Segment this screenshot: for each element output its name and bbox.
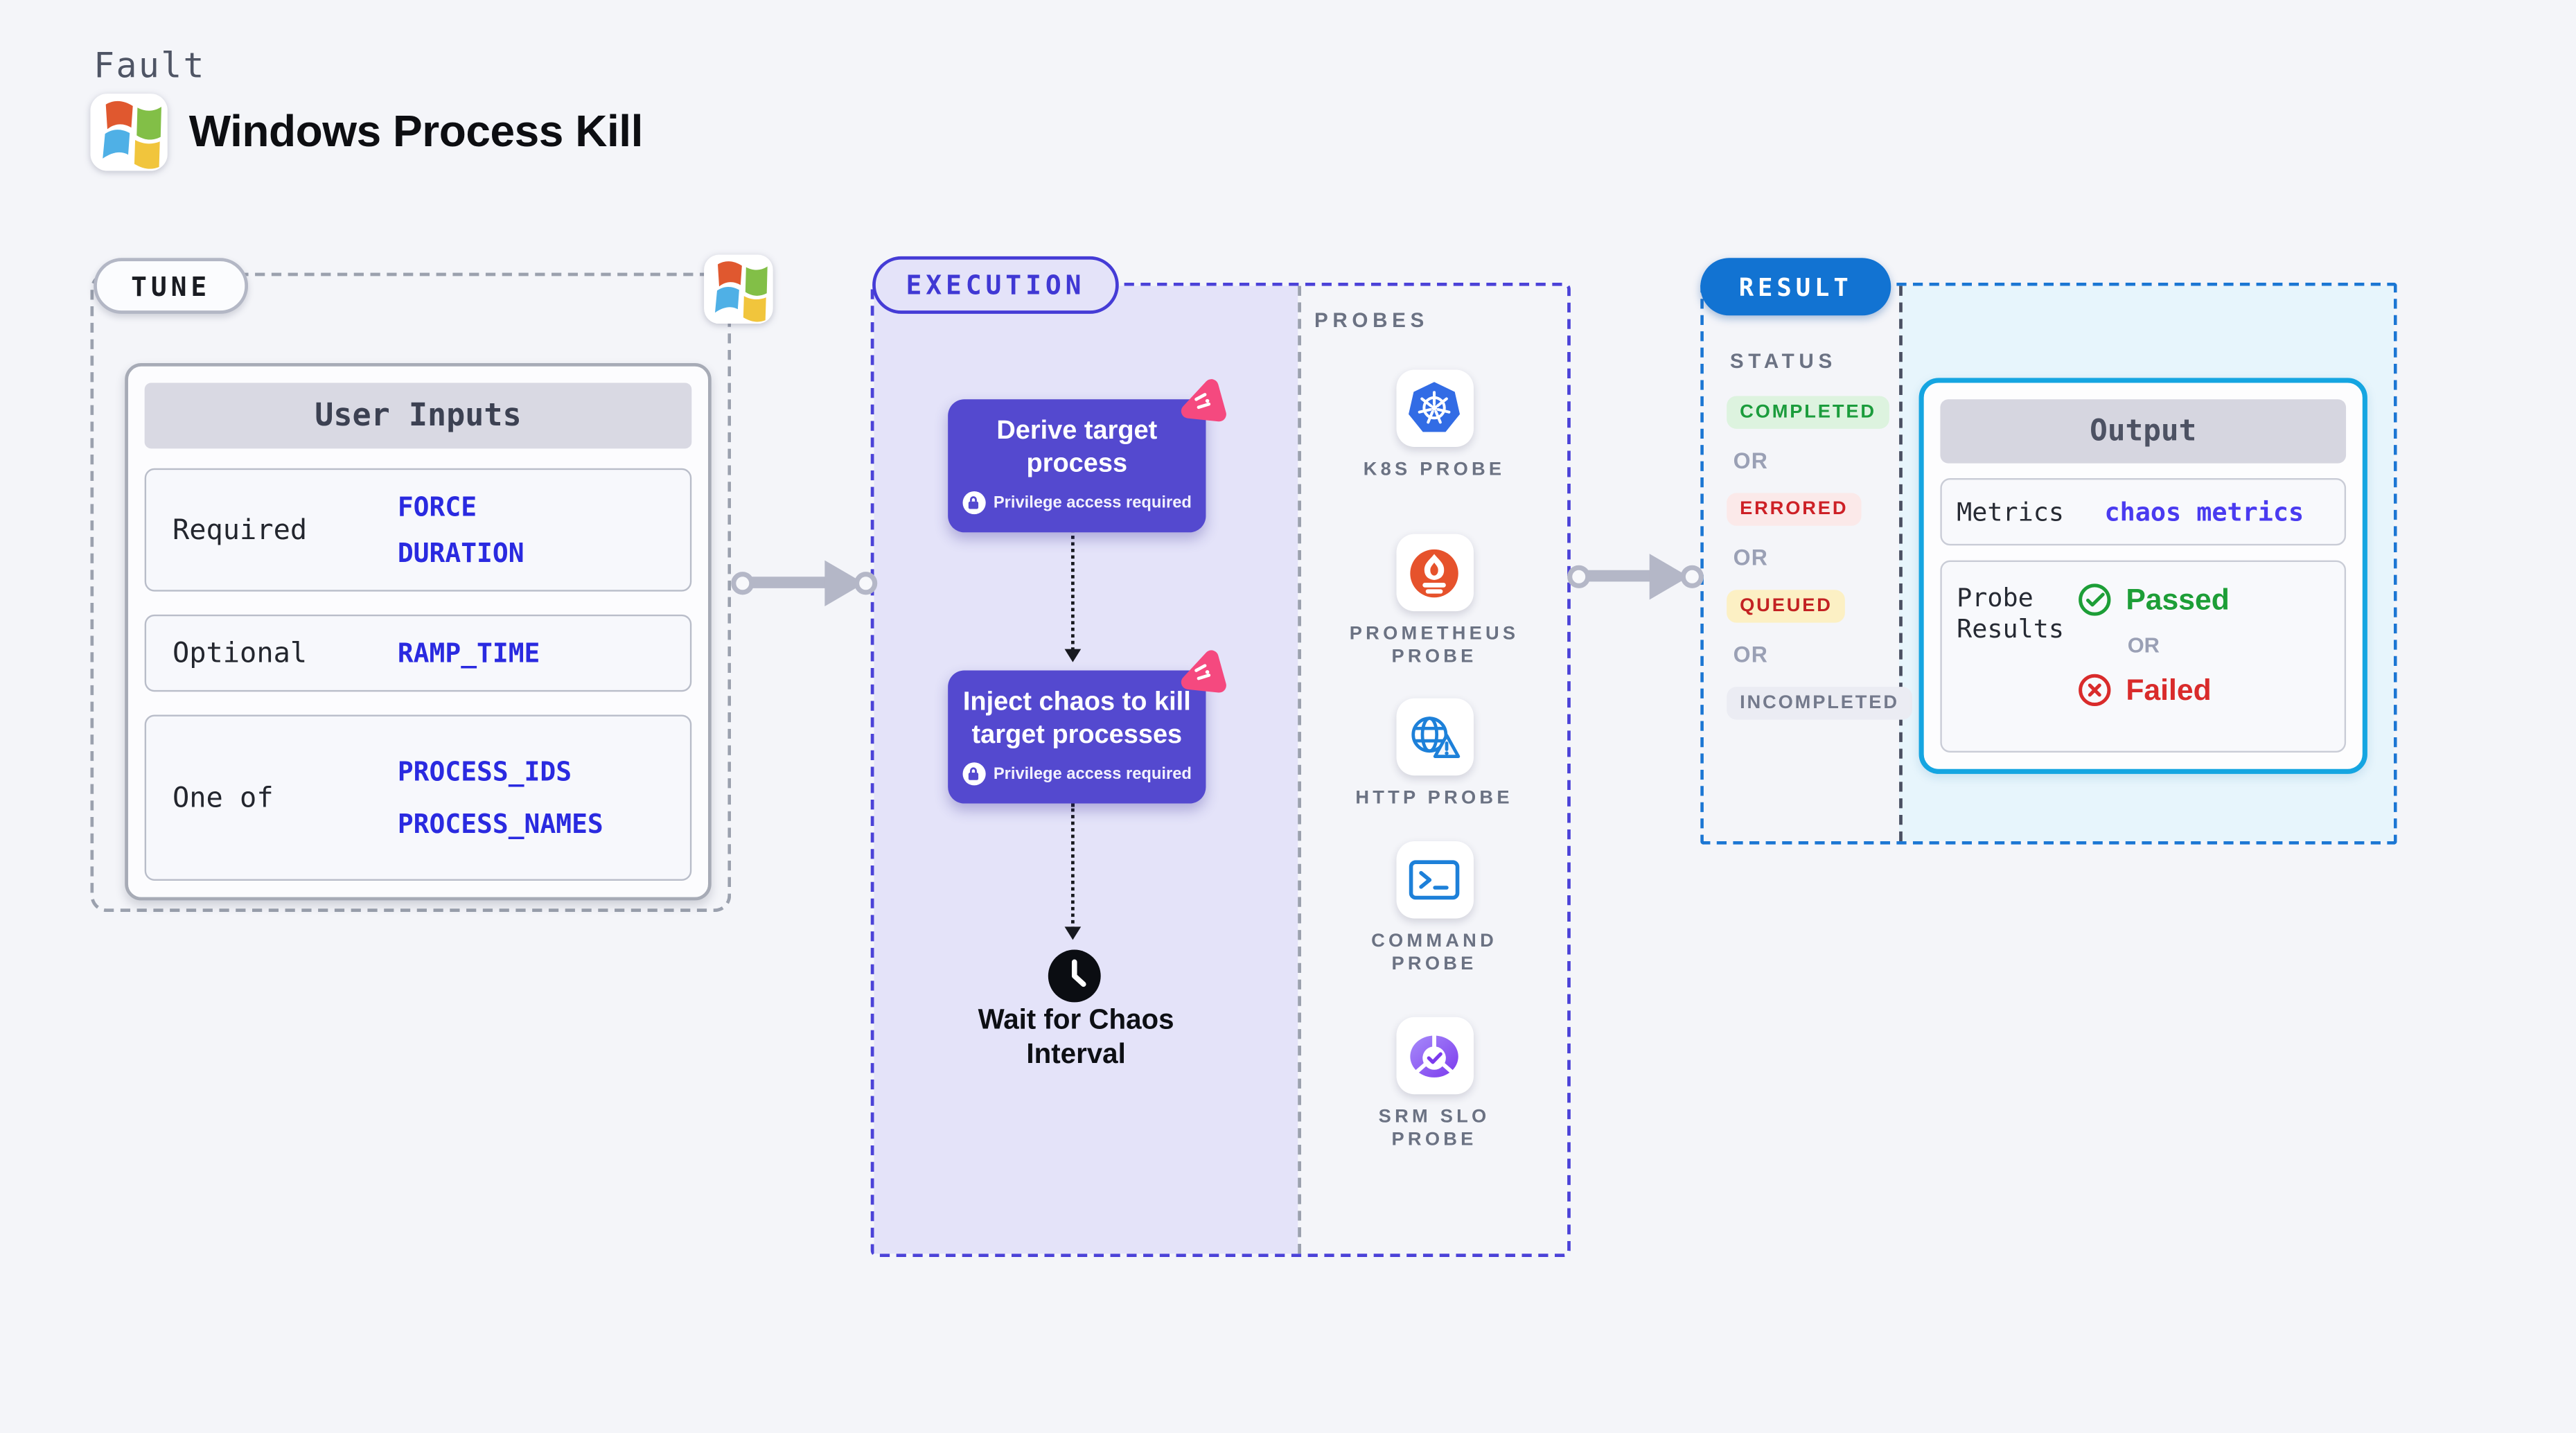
- probe-label: K8S PROBE: [1363, 459, 1506, 480]
- chaos-experiment-icon: [1181, 650, 1226, 693]
- passed-label: Passed: [2126, 582, 2230, 616]
- page-title: Windows Process Kill: [188, 107, 644, 157]
- status-badge: COMPLETED: [1727, 396, 1889, 429]
- tune-pill: TUNE: [94, 258, 249, 314]
- user-inputs-table: User Inputs Required FORCE DURATION Opti…: [125, 363, 712, 901]
- kubernetes-icon: [1395, 369, 1473, 447]
- privilege-badge: Privilege access required: [993, 493, 1192, 512]
- user-inputs-header: User Inputs: [144, 383, 692, 449]
- probe-command: COMMAND PROBE: [1336, 841, 1533, 976]
- clock-icon: [1046, 948, 1102, 1004]
- probe-k8s: K8S PROBE: [1336, 369, 1533, 482]
- table-row: Probe Results Passed OR Failed: [1940, 560, 2347, 753]
- table-row: One of PROCESS_IDS PROCESS_NAMES: [144, 714, 692, 881]
- status-column: STATUS COMPLETED OR ERRORED OR QUEUED OR…: [1727, 350, 1912, 739]
- fault-kicker: Fault: [94, 46, 206, 86]
- table-row: Metrics chaos metrics: [1940, 478, 2347, 546]
- probe-http: HTTP PROBE: [1336, 698, 1533, 810]
- or-separator: OR: [1733, 448, 1769, 473]
- privilege-badge: Privilege access required: [993, 764, 1192, 783]
- row-label: Metrics: [1957, 497, 2065, 527]
- input-variable: RAMP_TIME: [397, 638, 540, 669]
- check-circle-icon: [2079, 583, 2111, 616]
- wait-for-chaos-label: Wait for Chaos Interval: [978, 1003, 1174, 1071]
- table-row: Optional RAMP_TIME: [144, 614, 692, 692]
- failed-label: Failed: [2126, 673, 2212, 706]
- probe-label: SRM SLO PROBE: [1378, 1107, 1490, 1150]
- or-separator: OR: [2127, 632, 2160, 658]
- row-label: Optional: [172, 636, 308, 670]
- terminal-icon: [1395, 841, 1473, 919]
- step-inject-chaos: Inject chaos to kill target processes Pr…: [948, 650, 1226, 804]
- probe-label: COMMAND PROBE: [1371, 931, 1498, 975]
- or-separator: OR: [1733, 642, 1769, 667]
- table-row: Required FORCE DURATION: [144, 468, 692, 592]
- input-variable: DURATION: [397, 537, 524, 569]
- slo-gauge-icon: [1395, 1017, 1473, 1095]
- windows-logo-icon: [90, 94, 168, 171]
- status-badge: ERRORED: [1727, 493, 1862, 526]
- probes-divider: [1298, 285, 1301, 1254]
- row-label: Required: [172, 513, 308, 547]
- probe-prometheus: PROMETHEUS PROBE: [1336, 534, 1533, 669]
- input-variable: PROCESS_IDS: [397, 755, 572, 787]
- status-badge: QUEUED: [1727, 590, 1846, 623]
- chaos-experiment-icon: [1181, 379, 1226, 422]
- lock-icon: [962, 762, 985, 786]
- flow-connector-arrow: [1064, 803, 1082, 940]
- probe-label: HTTP PROBE: [1355, 789, 1513, 809]
- step-derive-target-process: Derive target process Privilege access r…: [948, 379, 1226, 533]
- step-title: Inject chaos to kill target processes: [962, 688, 1191, 749]
- or-separator: OR: [1733, 545, 1769, 570]
- probes-heading: PROBES: [1314, 308, 1429, 332]
- execution-pill: EXECUTION: [872, 256, 1119, 314]
- output-header: Output: [1940, 399, 2347, 464]
- result-pill: RESULT: [1700, 258, 1891, 316]
- lock-icon: [962, 491, 985, 515]
- http-globe-icon: [1395, 698, 1473, 776]
- row-label: Probe Results: [1957, 583, 2065, 644]
- flow-connector-arrow: [1064, 522, 1082, 662]
- status-heading: STATUS: [1729, 350, 1837, 373]
- probe-label: PROMETHEUS PROBE: [1349, 624, 1519, 667]
- windows-logo-icon: [704, 254, 773, 324]
- status-badge: INCOMPLETED: [1727, 687, 1912, 720]
- row-label: One of: [172, 781, 274, 814]
- input-variable: PROCESS_NAMES: [397, 808, 603, 840]
- x-circle-icon: [2079, 674, 2111, 707]
- output-table: Output Metrics chaos metrics Probe Resul…: [1918, 378, 2367, 774]
- tune-section: [90, 272, 732, 913]
- input-variable: FORCE: [397, 491, 477, 523]
- probe-srm-slo: SRM SLO PROBE: [1336, 1017, 1533, 1152]
- prometheus-icon: [1395, 534, 1473, 612]
- step-title: Derive target process: [996, 417, 1158, 477]
- metrics-value: chaos metrics: [2104, 497, 2304, 527]
- page-header: Windows Process Kill: [90, 94, 644, 171]
